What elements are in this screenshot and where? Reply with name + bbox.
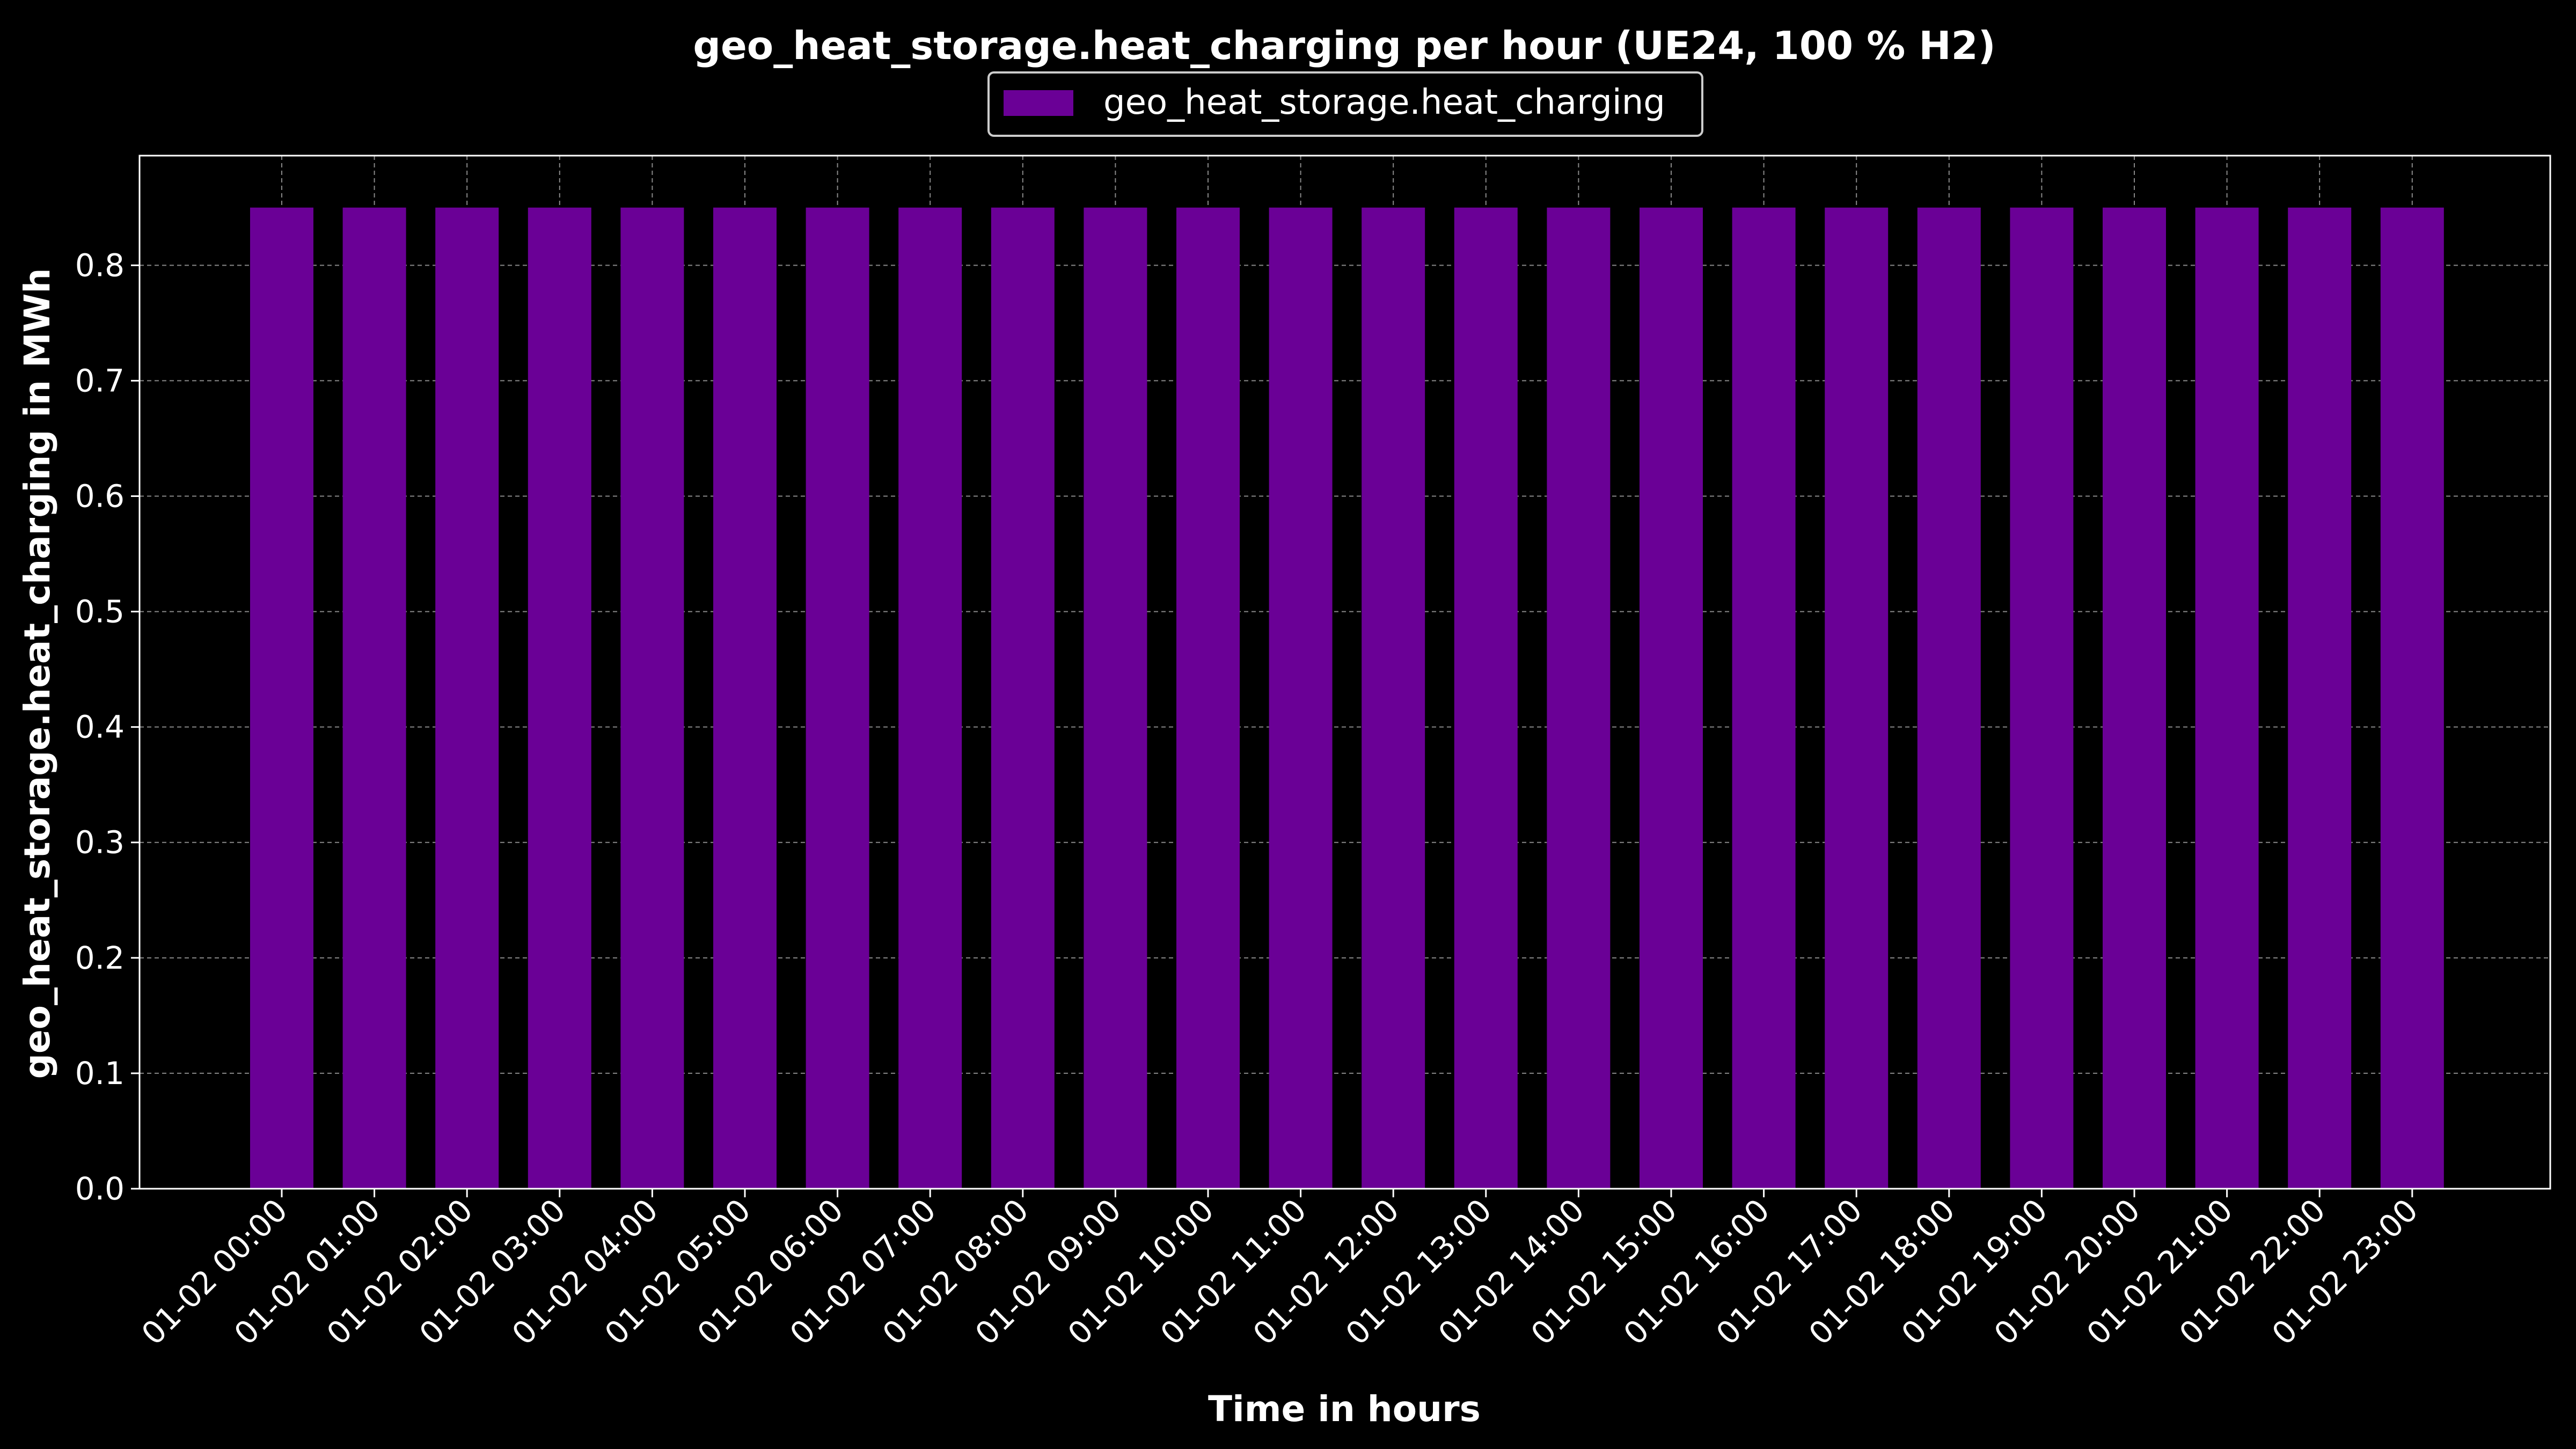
y-tick-label: 0.6 bbox=[75, 478, 125, 514]
bar bbox=[2288, 207, 2352, 1189]
gridlines bbox=[140, 156, 2550, 1189]
y-tick-label: 0.5 bbox=[75, 594, 125, 630]
bar bbox=[1917, 207, 1981, 1189]
bar bbox=[1640, 207, 1703, 1189]
y-tick-label: 0.7 bbox=[75, 362, 125, 399]
bar bbox=[2195, 207, 2259, 1189]
bar bbox=[342, 207, 406, 1189]
bar bbox=[620, 207, 684, 1189]
bar bbox=[898, 207, 962, 1189]
bar bbox=[250, 207, 313, 1189]
y-tick-label: 0.3 bbox=[75, 824, 125, 861]
y-axis-label: geo_heat_storage.heat_charging in MWh bbox=[17, 268, 58, 1079]
y-tick-label: 0.2 bbox=[75, 940, 125, 976]
bar bbox=[1547, 207, 1611, 1189]
y-tick-label: 0.1 bbox=[75, 1055, 125, 1092]
plot-frame bbox=[138, 155, 2551, 1190]
bar bbox=[991, 207, 1055, 1189]
y-axis-ticks: 0.0 0.1 0.2 0.3 0.4 0.5 0.6 0.7 0.8 bbox=[75, 247, 140, 1207]
y-tick-label: 0.8 bbox=[75, 247, 125, 283]
bar bbox=[528, 207, 591, 1189]
bar bbox=[1269, 207, 1333, 1189]
legend-frame bbox=[987, 71, 1703, 137]
bar bbox=[1825, 207, 1889, 1189]
legend-label: geo_heat_storage.heat_charging bbox=[1103, 83, 1665, 122]
bars bbox=[250, 207, 2444, 1189]
legend-swatch bbox=[1004, 90, 1073, 116]
bar bbox=[2010, 207, 2074, 1189]
bar bbox=[435, 207, 499, 1189]
bar bbox=[1454, 207, 1518, 1189]
bar bbox=[806, 207, 869, 1189]
y-tick-label: 0.4 bbox=[75, 709, 125, 745]
legend: geo_heat_storage.heat_charging bbox=[987, 71, 1703, 137]
bar bbox=[1176, 207, 1240, 1189]
bar bbox=[713, 207, 777, 1189]
x-axis-label: Time in hours bbox=[1208, 1388, 1481, 1430]
bar bbox=[1732, 207, 1796, 1189]
y-tick-label: 0.0 bbox=[75, 1170, 125, 1207]
bar bbox=[1084, 207, 1147, 1189]
chart-title: geo_heat_storage.heat_charging per hour … bbox=[693, 23, 1995, 68]
bar bbox=[1362, 207, 1425, 1189]
bar bbox=[2103, 207, 2166, 1189]
bar bbox=[2380, 207, 2444, 1189]
